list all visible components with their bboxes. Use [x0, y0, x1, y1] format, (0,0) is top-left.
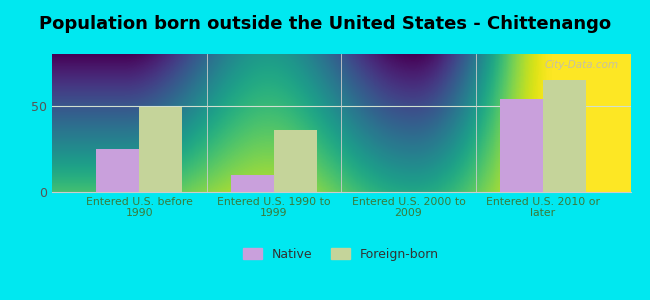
Bar	[140, 107, 183, 192]
Text: City-Data.com: City-Data.com	[545, 59, 619, 70]
Bar	[543, 80, 586, 192]
Legend: Native, Foreign-born: Native, Foreign-born	[239, 243, 444, 266]
Bar	[274, 130, 317, 192]
Bar	[231, 175, 274, 192]
Bar	[96, 149, 140, 192]
Bar	[500, 99, 543, 192]
Text: Population born outside the United States - Chittenango: Population born outside the United State…	[39, 15, 611, 33]
